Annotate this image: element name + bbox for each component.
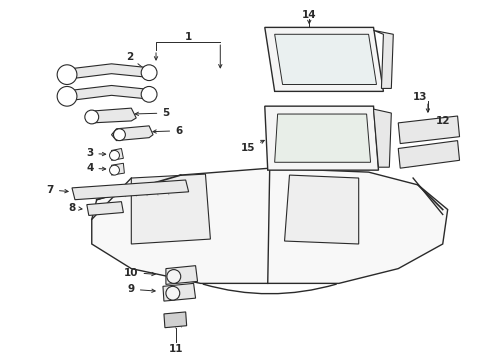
Polygon shape bbox=[398, 141, 460, 168]
Polygon shape bbox=[62, 85, 151, 101]
Text: 13: 13 bbox=[413, 92, 427, 102]
Circle shape bbox=[57, 65, 77, 85]
Circle shape bbox=[141, 86, 157, 102]
Text: 9: 9 bbox=[128, 284, 155, 294]
Text: 3: 3 bbox=[86, 148, 106, 158]
Text: 1: 1 bbox=[185, 32, 192, 42]
Polygon shape bbox=[285, 175, 359, 244]
Text: 8: 8 bbox=[69, 203, 82, 212]
Text: 4: 4 bbox=[86, 163, 106, 173]
Polygon shape bbox=[112, 126, 153, 141]
Text: 12: 12 bbox=[436, 116, 450, 126]
Text: 6: 6 bbox=[153, 126, 182, 136]
Polygon shape bbox=[163, 283, 196, 301]
Circle shape bbox=[166, 286, 180, 300]
Polygon shape bbox=[62, 64, 151, 80]
Polygon shape bbox=[112, 163, 124, 175]
Polygon shape bbox=[166, 266, 197, 284]
Text: 11: 11 bbox=[169, 345, 183, 354]
Text: 10: 10 bbox=[124, 267, 155, 278]
Circle shape bbox=[141, 65, 157, 81]
Polygon shape bbox=[72, 180, 189, 200]
Polygon shape bbox=[87, 108, 136, 123]
Polygon shape bbox=[164, 312, 187, 328]
Circle shape bbox=[110, 150, 120, 160]
Polygon shape bbox=[112, 148, 123, 160]
Polygon shape bbox=[265, 27, 383, 91]
Polygon shape bbox=[373, 30, 393, 89]
Polygon shape bbox=[373, 109, 392, 167]
Text: 5: 5 bbox=[135, 108, 170, 118]
Polygon shape bbox=[92, 168, 448, 283]
Circle shape bbox=[167, 270, 181, 283]
Polygon shape bbox=[131, 174, 210, 244]
Text: 7: 7 bbox=[47, 185, 68, 195]
Text: 15: 15 bbox=[241, 140, 264, 153]
Polygon shape bbox=[87, 202, 123, 215]
Polygon shape bbox=[275, 34, 376, 85]
Circle shape bbox=[57, 86, 77, 106]
Text: 14: 14 bbox=[302, 10, 317, 19]
Polygon shape bbox=[398, 116, 460, 144]
Circle shape bbox=[110, 165, 120, 175]
Circle shape bbox=[114, 129, 125, 141]
Text: 2: 2 bbox=[126, 52, 146, 70]
Polygon shape bbox=[275, 114, 370, 162]
Circle shape bbox=[85, 110, 98, 124]
Polygon shape bbox=[265, 106, 378, 170]
